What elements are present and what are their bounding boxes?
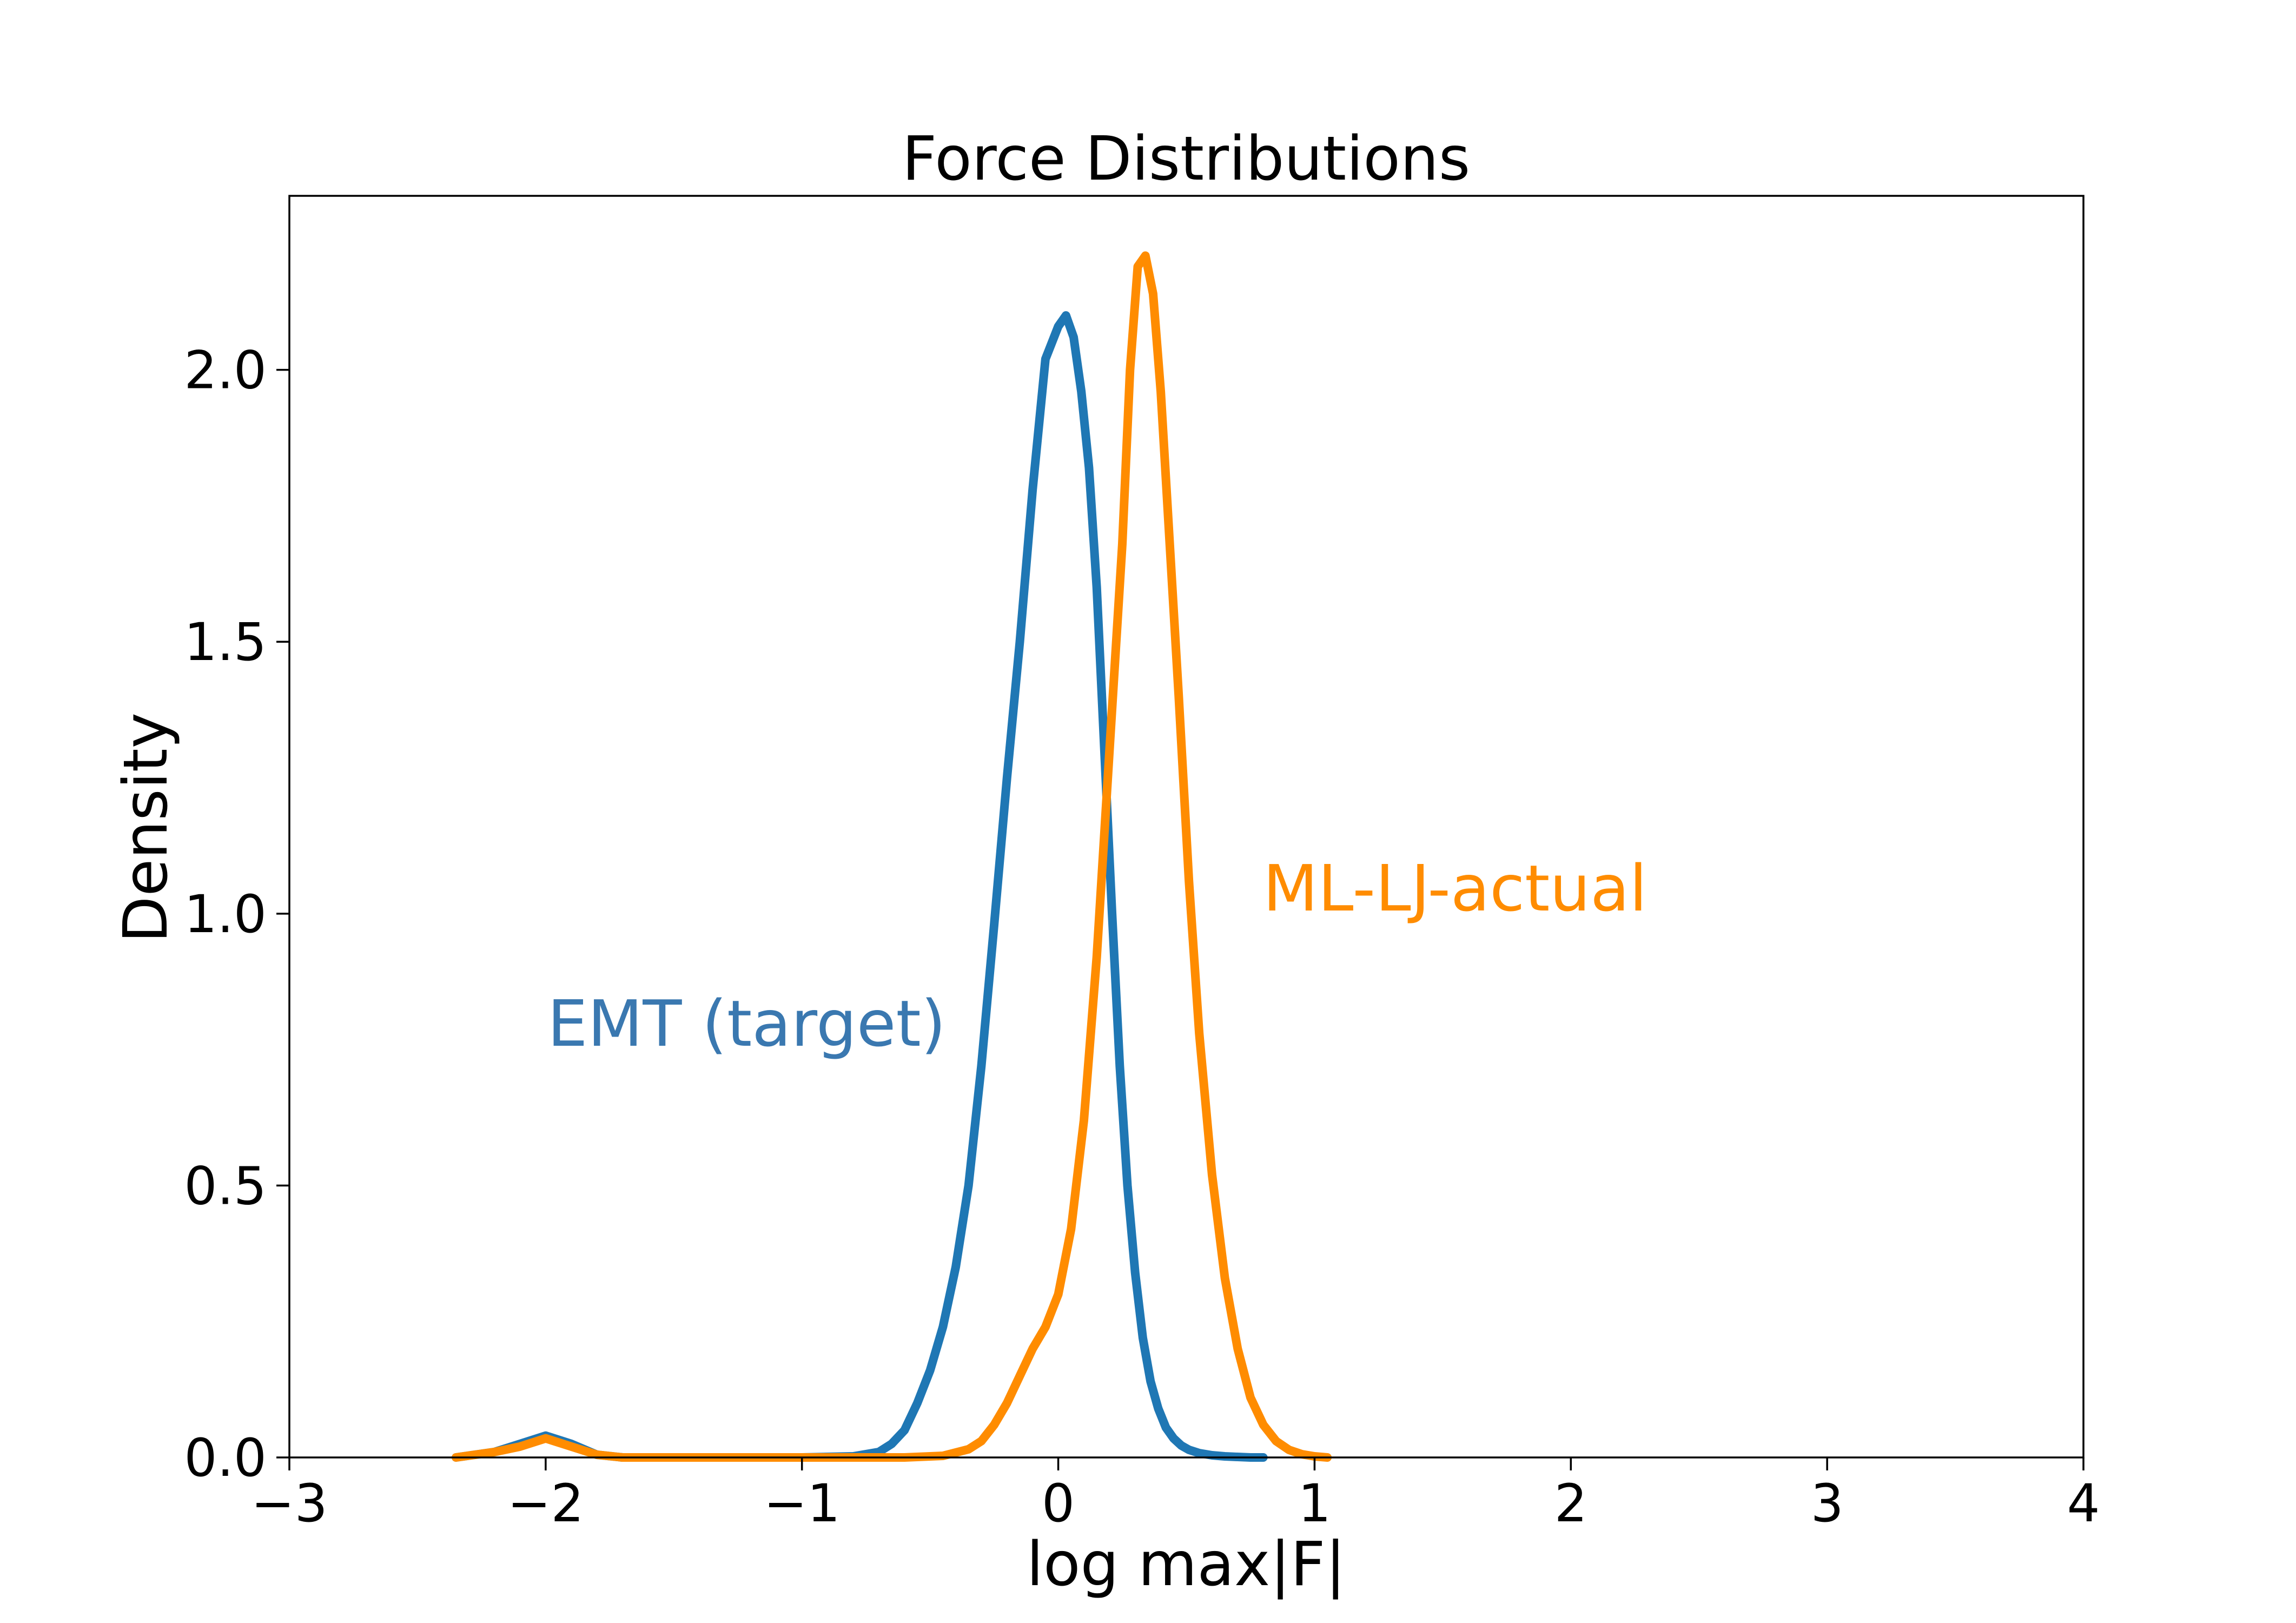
plot-frame	[288, 195, 2085, 1459]
x-tick-label: 4	[2067, 1473, 2100, 1534]
y-tick-label: 0.5	[184, 1156, 267, 1216]
series-line-emt-target	[452, 311, 1268, 1462]
series-label-emt-target: EMT (target)	[547, 986, 946, 1061]
x-tick-label: 0	[1042, 1473, 1075, 1534]
x-tick-label: −3	[251, 1473, 328, 1534]
x-tick-label: 3	[1811, 1473, 1844, 1534]
y-tick-label: 1.5	[184, 612, 267, 672]
y-tick-label: 1.0	[184, 884, 267, 945]
x-tick-label: 2	[1554, 1473, 1587, 1534]
chart-title: Force Distributions	[902, 124, 1470, 194]
x-axis-label: log max|F|	[1027, 1529, 1346, 1600]
y-tick-label: 0.0	[184, 1428, 267, 1488]
series-label-ml-lj-actual: ML-LJ-actual	[1263, 851, 1647, 926]
x-tick-label: −2	[507, 1473, 584, 1534]
y-tick-label: 2.0	[184, 340, 267, 401]
ticks-layer: −3 −2 −1 0 1 2 3 4 0.0 0.5 1.0 1.5 2.0	[184, 340, 2100, 1534]
x-tick-label: 1	[1298, 1473, 1331, 1534]
y-axis-label: Density	[111, 712, 181, 943]
series-line-ml-lj-actual	[452, 251, 1332, 1462]
x-tick-label: −1	[764, 1473, 841, 1534]
series-layer	[452, 251, 1332, 1462]
